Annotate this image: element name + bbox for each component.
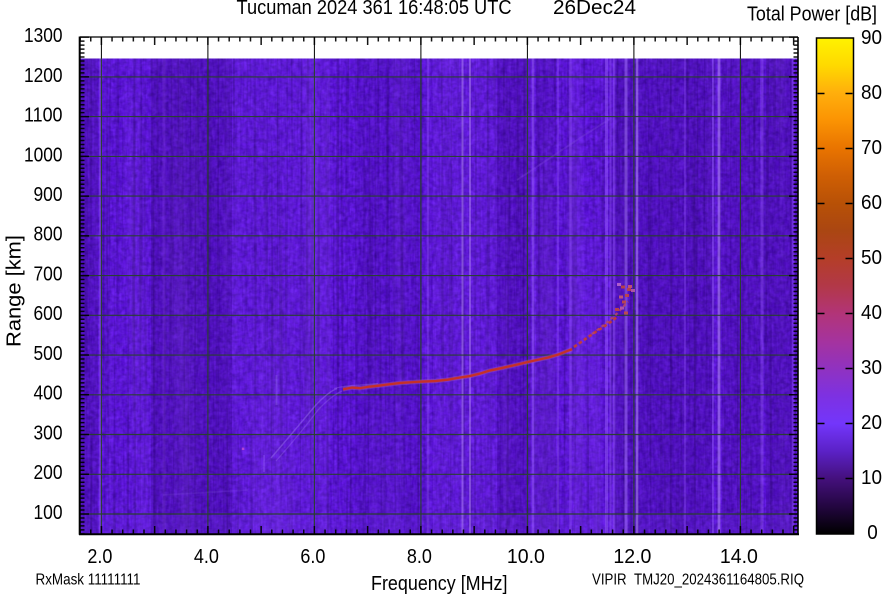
svg-text:50: 50 xyxy=(861,247,882,269)
svg-text:700: 700 xyxy=(34,263,63,285)
svg-text:4.0: 4.0 xyxy=(194,546,219,568)
svg-text:900: 900 xyxy=(34,184,63,206)
svg-text:100: 100 xyxy=(34,502,63,524)
svg-text:Total Power [dB]: Total Power [dB] xyxy=(747,3,877,25)
svg-text:90: 90 xyxy=(861,27,882,49)
svg-text:10.0: 10.0 xyxy=(507,546,545,568)
svg-text:26Dec24: 26Dec24 xyxy=(553,0,636,19)
svg-text:30: 30 xyxy=(861,357,882,379)
svg-text:70: 70 xyxy=(861,137,882,159)
svg-text:Frequency [MHz]: Frequency [MHz] xyxy=(371,573,508,595)
svg-text:6.0: 6.0 xyxy=(300,546,325,568)
svg-text:1100: 1100 xyxy=(24,105,63,127)
svg-text:10: 10 xyxy=(861,467,882,489)
svg-text:RxMask 11111111: RxMask 11111111 xyxy=(36,572,141,589)
svg-text:600: 600 xyxy=(34,303,63,325)
svg-text:2.0: 2.0 xyxy=(87,546,112,568)
svg-text:Range [km]: Range [km] xyxy=(4,235,26,347)
svg-text:80: 80 xyxy=(861,82,882,104)
svg-text:60: 60 xyxy=(861,192,882,214)
svg-text:300: 300 xyxy=(34,422,63,444)
svg-text:1200: 1200 xyxy=(24,65,63,87)
svg-text:1300: 1300 xyxy=(24,25,63,47)
svg-text:200: 200 xyxy=(34,462,63,484)
svg-text:Tucuman 2024 361 16:48:05 UTC: Tucuman 2024 361 16:48:05 UTC xyxy=(237,0,512,19)
svg-text:0: 0 xyxy=(867,522,878,544)
svg-text:12.0: 12.0 xyxy=(613,546,651,568)
svg-text:40: 40 xyxy=(861,302,882,324)
svg-text:500: 500 xyxy=(34,343,63,365)
svg-text:14.0: 14.0 xyxy=(720,546,758,568)
svg-text:20: 20 xyxy=(861,412,882,434)
svg-text:8.0: 8.0 xyxy=(407,546,432,568)
svg-text:VIPIR TMJ20_2024361164805.RIQ: VIPIR TMJ20_2024361164805.RIQ xyxy=(592,572,804,589)
svg-text:400: 400 xyxy=(34,383,63,405)
svg-text:1000: 1000 xyxy=(24,144,63,166)
svg-text:800: 800 xyxy=(34,224,63,246)
